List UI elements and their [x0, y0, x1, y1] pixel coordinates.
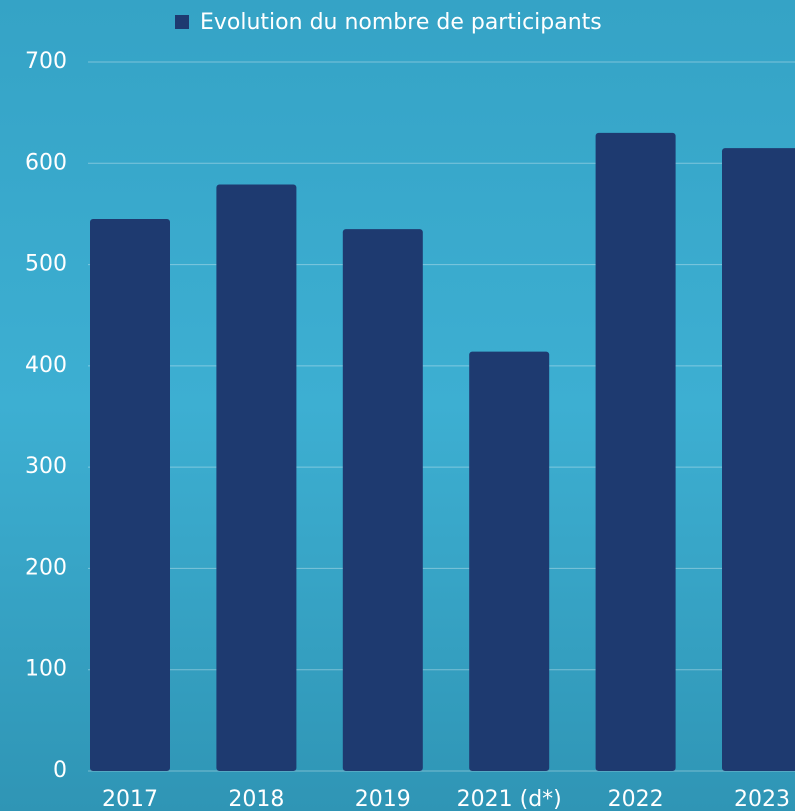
legend-label: Evolution du nombre de participants — [200, 10, 602, 35]
x-tick-label: 2019 — [355, 787, 411, 811]
y-tick-label: 600 — [25, 150, 67, 175]
x-tick-label: 2017 — [102, 787, 158, 811]
bar — [596, 133, 676, 771]
bar — [216, 185, 296, 771]
bar — [90, 219, 170, 771]
y-tick-label: 700 — [25, 49, 67, 74]
x-tick-label: 2021 (d*) — [457, 787, 562, 811]
y-tick-label: 200 — [25, 555, 67, 580]
x-tick-label: 2022 — [608, 787, 664, 811]
chart: 0 100 200 300 400 500 600 700 Evolution du nombr… — [0, 0, 795, 811]
bar — [343, 229, 423, 771]
y-tick-label: 0 — [53, 758, 67, 783]
legend-swatch — [175, 15, 189, 29]
y-tick-label: 500 — [25, 252, 67, 277]
y-tick-label: 100 — [25, 657, 67, 682]
y-tick-label: 400 — [25, 353, 67, 378]
y-tick-label: 300 — [25, 454, 67, 479]
x-tick-label: 2023 — [734, 787, 790, 811]
bar — [722, 148, 795, 771]
x-tick-label: 2018 — [228, 787, 284, 811]
bar — [469, 352, 549, 771]
